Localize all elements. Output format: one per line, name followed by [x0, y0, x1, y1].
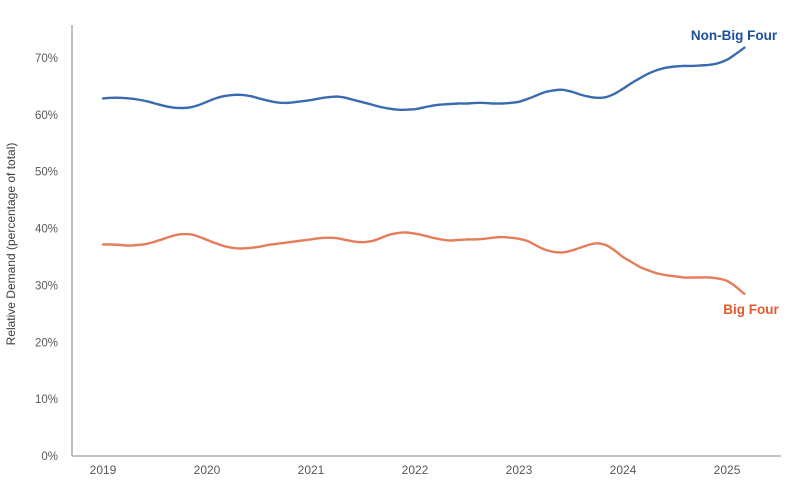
x-tick-label: 2023 — [506, 463, 533, 477]
x-tick-label: 2021 — [298, 463, 325, 477]
y-tick-label: 50% — [35, 167, 58, 179]
y-tick-label: 10% — [35, 394, 58, 406]
y-tick-label: 40% — [35, 224, 58, 236]
x-tick-label: 2019 — [90, 463, 117, 477]
x-tick-label: 2024 — [610, 463, 637, 477]
x-tick-label: 2020 — [194, 463, 221, 477]
y-tick-label: 0% — [41, 451, 58, 463]
y-tick-label: 30% — [35, 280, 58, 292]
x-tick-label: 2022 — [402, 463, 429, 477]
y-tick-label: 70% — [35, 53, 58, 65]
y-tick-label: 20% — [35, 337, 58, 349]
x-tick-label: 2025 — [714, 463, 741, 477]
non-big-four-line — [101, 46, 746, 112]
y-axis-title: Relative Demand (percentage of total) — [4, 143, 18, 346]
non-big-four-label: Non-Big Four — [691, 28, 778, 43]
big-four-line — [101, 231, 746, 296]
y-tick-label: 60% — [35, 110, 58, 122]
big-four-label: Big Four — [723, 302, 779, 317]
